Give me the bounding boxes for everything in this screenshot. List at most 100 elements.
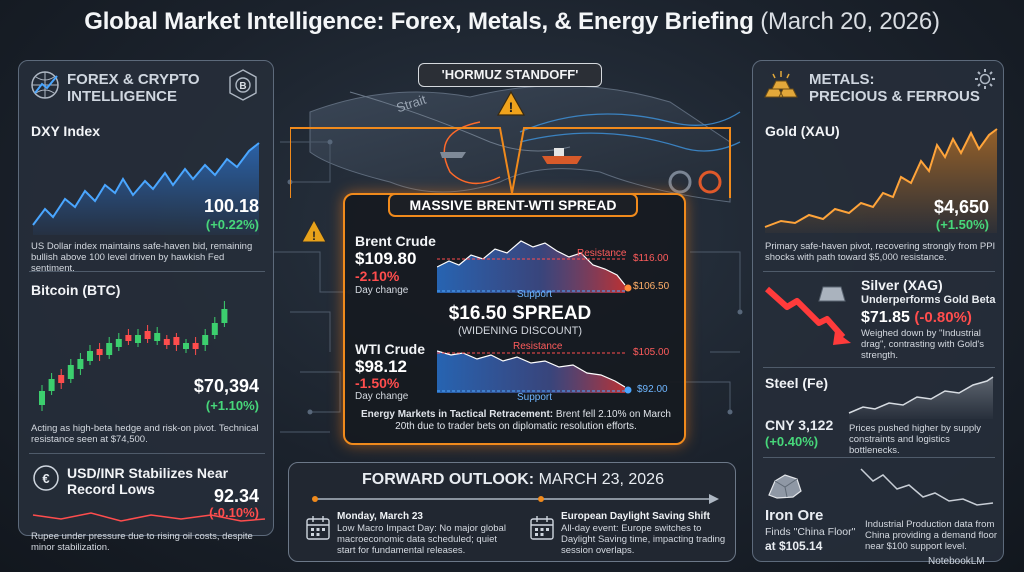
inr-line-chart	[32, 512, 266, 522]
brent-support-value: $106.50	[633, 281, 670, 292]
brent-area-chart	[437, 240, 627, 293]
calendar-icon	[530, 516, 554, 540]
dxy-value: 100.18	[203, 196, 259, 216]
calendar-icon	[306, 516, 330, 540]
btc-candle-body	[192, 343, 199, 349]
brent-value: $109.80	[355, 249, 417, 268]
hormuz-standoff-tag: 'HORMUZ STANDOFF'	[418, 63, 602, 87]
wti-value: $98.12	[355, 357, 407, 376]
iron-note: Industrial Production data from China pr…	[865, 519, 998, 552]
silver-value: $71.85 (-0.80%)	[861, 309, 972, 327]
timeline-arrow	[312, 494, 719, 504]
inr-label-line2: Record Lows	[67, 481, 155, 497]
btc-change: (+1.10%)	[205, 398, 259, 413]
metals-panel: METALS: PRECIOUS & FERROUS Gold (XAU) $4…	[752, 60, 1004, 562]
iron-label: Iron Ore	[765, 507, 824, 524]
event1-title: Monday, March 23	[337, 511, 423, 522]
btc-candle-body	[115, 339, 122, 347]
divider	[763, 457, 995, 458]
connector-lines	[290, 127, 731, 198]
btc-candle-body	[67, 365, 74, 379]
event-dst: European Daylight Saving Shift All-day e…	[561, 511, 729, 556]
wti-area-chart	[437, 350, 627, 393]
svg-text:B: B	[239, 81, 246, 92]
dxy-line-chart	[32, 142, 260, 235]
gold-value: $4,650	[933, 197, 989, 217]
background-map-illustration: !	[270, 85, 743, 433]
silver-price: $71.85	[861, 309, 910, 326]
gear-icon	[975, 69, 995, 89]
gold-bars-icon	[764, 71, 798, 98]
silver-change: (-0.80%)	[914, 309, 972, 326]
bitcoin-network-icon: B	[229, 69, 257, 101]
event2-text: All-day event: Europe switches to Daylig…	[561, 523, 726, 556]
brent-subtext: Day change	[355, 285, 409, 296]
event2-title: European Daylight Saving Shift	[561, 511, 710, 522]
btc-candle-body	[106, 343, 113, 355]
forex-title-line2: INTELLIGENCE	[67, 88, 178, 105]
dxy-change: (+0.22%)	[205, 217, 259, 232]
title-date: (March 20, 2026)	[760, 8, 940, 35]
divider	[763, 367, 995, 368]
wti-support-value: $92.00	[637, 384, 668, 395]
brent-wti-spread-tag: MASSIVE BRENT-WTI SPREAD	[388, 193, 638, 217]
brent-support-label: Support	[517, 289, 553, 300]
divider	[763, 271, 995, 272]
btc-candle-body	[87, 351, 93, 361]
inr-change: (-0.10%)	[209, 505, 259, 520]
brent-resistance-label: Resistance	[577, 248, 627, 259]
wti-subtext: Day change	[355, 391, 409, 402]
btc-candle-body	[96, 349, 103, 355]
brent-resistance-value: $116.00	[633, 253, 669, 264]
title-main: Global Market Intelligence: Forex, Metal…	[84, 8, 754, 35]
silver-subtitle: Underperforms Gold Beta	[861, 294, 996, 306]
metals-panel-title: METALS: PRECIOUS & FERROUS	[809, 71, 980, 105]
outlook-title: FORWARD OUTLOOK: MARCH 23, 2026	[289, 471, 737, 489]
page-title: Global Market Intelligence: Forex, Metal…	[0, 8, 1024, 36]
inr-note: Rupee under pressure due to rising oil c…	[31, 531, 253, 553]
btc-candle-body	[211, 323, 218, 335]
btc-candle-body	[221, 309, 228, 323]
currency-exchange-icon: €	[33, 465, 59, 491]
btc-candle-body	[202, 335, 209, 345]
spread-subtext: (WIDENING DISCOUNT)	[457, 325, 583, 337]
wti-change: -1.50%	[355, 375, 400, 391]
energy-note-bold: Energy Markets in Tactical Retracement:	[361, 409, 554, 420]
silver-down-arrow-chart	[764, 286, 851, 345]
event-monday: Monday, March 23 Low Macro Impact Day: N…	[337, 511, 507, 556]
brent-change: -2.10%	[355, 268, 400, 284]
warning-icon: !	[496, 90, 526, 116]
btc-candle-body	[125, 335, 132, 341]
btc-candle-body	[144, 331, 151, 339]
steel-line-chart	[848, 376, 994, 419]
btc-candle-body	[39, 391, 45, 405]
btc-value: $70,394	[193, 376, 259, 396]
btc-note: Acting as high-beta hedge and risk-on pi…	[31, 423, 259, 445]
btc-candle-body	[173, 337, 180, 345]
wti-resistance-label: Resistance	[513, 341, 563, 352]
iron-ore-rock-icon	[768, 474, 802, 499]
inr-value: 92.34	[213, 486, 259, 506]
gold-note: Primary safe-haven pivot, recovering str…	[765, 241, 996, 263]
notebooklm-watermark: NotebookLM	[928, 556, 985, 567]
event1-text: Low Macro Impact Day: No major global ma…	[337, 523, 506, 556]
gold-area-chart	[764, 128, 998, 233]
btc-candle-body	[58, 375, 65, 383]
steel-note: Prices pushed higher by supply constrain…	[849, 423, 982, 456]
spread-value: $16.50 SPREAD	[448, 303, 592, 324]
iron-ore-line-chart	[860, 468, 994, 506]
divider	[29, 271, 265, 272]
svg-text:!: !	[312, 229, 316, 243]
metals-title-line2: PRECIOUS & FERROUS	[809, 88, 980, 105]
energy-note-text: Brent fell 2.10% on March 20th due to tr…	[395, 409, 671, 432]
forex-panel-title: FOREX & CRYPTO INTELLIGENCE	[67, 71, 200, 105]
globe-chart-icon	[31, 71, 59, 99]
gold-label: Gold (XAU)	[765, 123, 840, 139]
energy-note: Energy Markets in Tactical Retracement: …	[357, 409, 675, 433]
btc-candle-body	[77, 359, 84, 369]
wti-current-point	[624, 386, 632, 394]
forex-title-line1: FOREX & CRYPTO	[67, 71, 200, 88]
inr-label: USD/INR Stabilizes Near Record Lows	[67, 465, 228, 497]
brent-wti-spread-box: Brent Crude $109.80 -2.10% Day change Re…	[343, 193, 686, 445]
steel-change: (+0.40%)	[765, 434, 819, 449]
